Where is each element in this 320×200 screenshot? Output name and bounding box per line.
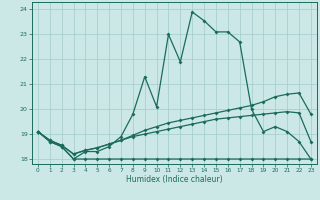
X-axis label: Humidex (Indice chaleur): Humidex (Indice chaleur) bbox=[126, 175, 223, 184]
